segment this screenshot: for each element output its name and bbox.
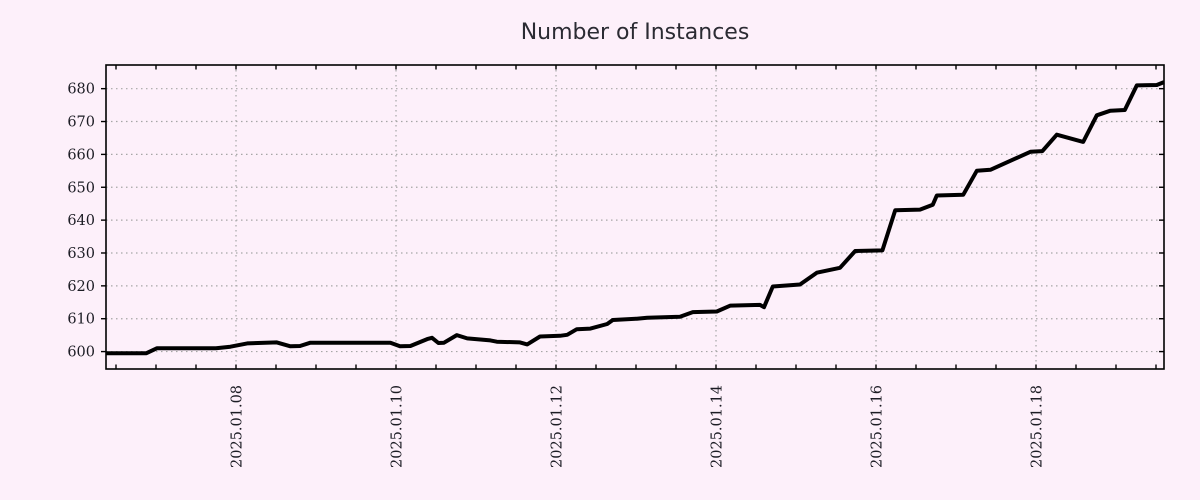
x-tick-label: 2025.01.14	[710, 385, 726, 468]
chart-x-tick-labels: 2025.01.08 2025.01.10 2025.01.12 2025.01.14…	[230, 385, 1046, 468]
instances-series-line	[106, 80, 1165, 356]
chart-gridlines	[106, 65, 1164, 369]
chart-y-tick-labels: 600 610 620 630 640 650 660 670 680	[67, 82, 95, 361]
y-tick-label: 670	[67, 115, 95, 131]
y-tick-label: 680	[67, 82, 95, 98]
y-tick-label: 650	[67, 180, 95, 196]
x-tick-label: 2025.01.10	[390, 385, 406, 468]
y-tick-label: 660	[67, 147, 95, 163]
chart-title: Number of Instances	[521, 20, 750, 45]
x-tick-label: 2025.01.12	[550, 385, 566, 468]
x-tick-label: 2025.01.08	[230, 385, 246, 468]
y-tick-label: 600	[67, 345, 95, 361]
y-tick-label: 630	[67, 246, 95, 262]
y-tick-label: 640	[67, 213, 95, 229]
chart-ticks	[101, 65, 1164, 369]
x-tick-label: 2025.01.18	[1030, 385, 1046, 468]
y-tick-label: 610	[67, 312, 95, 328]
y-tick-label: 620	[67, 279, 95, 295]
x-tick-label: 2025.01.16	[870, 385, 886, 468]
chart-frame	[105, 64, 1165, 370]
